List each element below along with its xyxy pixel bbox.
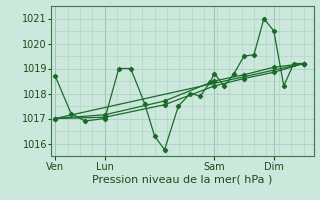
- X-axis label: Pression niveau de la mer( hPa ): Pression niveau de la mer( hPa ): [92, 174, 273, 184]
